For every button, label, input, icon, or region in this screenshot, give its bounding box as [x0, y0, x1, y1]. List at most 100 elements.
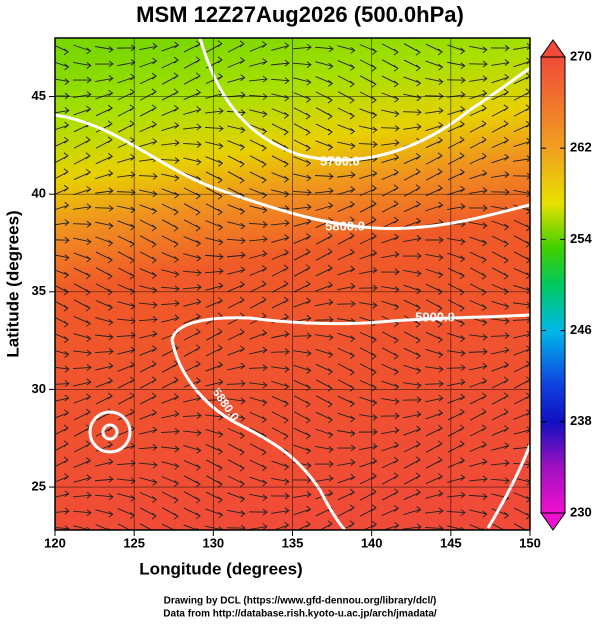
streamline — [315, 428, 334, 439]
streamline — [315, 333, 334, 341]
streamline — [271, 234, 290, 243]
streamline — [161, 476, 180, 487]
streamline — [183, 203, 201, 216]
streamline — [424, 236, 444, 244]
streamline — [160, 299, 180, 307]
streamline — [55, 316, 69, 328]
streamline — [315, 446, 334, 453]
streamline — [55, 61, 70, 71]
streamline — [205, 475, 223, 488]
streamline — [381, 216, 399, 229]
streamline — [249, 443, 267, 456]
streamline — [249, 523, 268, 530]
streamline — [293, 491, 312, 498]
streamline — [292, 189, 312, 196]
streamline — [55, 490, 70, 498]
streamline — [227, 492, 246, 503]
streamline — [381, 441, 400, 452]
streamline — [73, 316, 92, 327]
streamline — [491, 425, 510, 436]
streamline — [116, 477, 136, 485]
streamline — [315, 475, 334, 483]
streamline — [248, 221, 268, 229]
streamline — [139, 330, 158, 339]
streamline — [381, 380, 400, 391]
streamline — [95, 251, 113, 264]
streamline — [161, 410, 180, 419]
streamline — [227, 74, 246, 83]
streamline — [491, 346, 510, 355]
streamline — [249, 459, 267, 472]
contour-label: 5800.0 — [325, 218, 365, 233]
streamline — [204, 125, 224, 132]
streamline — [513, 57, 530, 68]
streamline — [381, 233, 400, 244]
streamline — [314, 316, 334, 324]
streamline — [139, 138, 158, 147]
streamline — [447, 252, 466, 263]
streamline — [403, 59, 421, 72]
streamline — [469, 45, 488, 54]
x-tick-label: 150 — [519, 535, 541, 550]
streamline — [117, 205, 136, 214]
streamline — [315, 363, 333, 376]
streamline — [55, 394, 70, 402]
streamline — [315, 61, 334, 70]
streamline — [73, 349, 92, 357]
streamline — [447, 474, 466, 483]
streamline — [138, 443, 158, 451]
streamline — [55, 78, 70, 85]
streamline — [424, 525, 444, 530]
streamline — [513, 72, 530, 85]
streamline — [359, 170, 378, 180]
streamline — [139, 285, 158, 294]
streamline — [293, 139, 311, 152]
y-tick-label: 40 — [32, 186, 46, 201]
streamline — [315, 348, 334, 359]
streamline — [447, 457, 466, 468]
streamline — [161, 56, 179, 69]
streamline — [469, 120, 487, 133]
streamline — [359, 266, 378, 275]
streamline — [249, 381, 268, 389]
y-axis-label: Latitude (degrees) — [3, 210, 22, 357]
streamline — [183, 491, 201, 504]
streamline — [271, 395, 289, 408]
streamline — [249, 41, 268, 52]
streamline — [249, 396, 268, 406]
streamline — [271, 264, 289, 277]
streamline — [381, 154, 400, 164]
streamline — [491, 171, 510, 178]
streamline — [337, 91, 355, 104]
streamline — [205, 328, 223, 341]
streamline — [337, 488, 355, 501]
streamline — [425, 253, 444, 261]
streamline — [513, 43, 530, 50]
streamline — [271, 219, 290, 227]
streamline — [315, 123, 333, 136]
streamline — [227, 171, 245, 184]
streamline — [55, 152, 69, 164]
streamline — [72, 364, 92, 371]
streamline — [468, 493, 488, 500]
streamline — [138, 173, 158, 180]
streamline — [491, 88, 509, 101]
streamline — [359, 249, 378, 260]
streamline — [315, 76, 334, 87]
streamline — [55, 136, 69, 147]
streamline — [337, 248, 355, 261]
streamline — [315, 202, 334, 211]
streamline — [205, 107, 224, 115]
streamline — [205, 444, 224, 455]
streamline — [227, 57, 246, 68]
streamline — [513, 523, 528, 530]
streamline — [403, 381, 422, 389]
streamline — [337, 504, 355, 517]
streamline — [55, 107, 70, 114]
streamline — [469, 169, 488, 180]
streamline — [447, 378, 466, 387]
streamline — [513, 492, 530, 503]
streamline — [205, 378, 224, 387]
streamline — [161, 393, 180, 404]
streamline — [249, 250, 268, 259]
